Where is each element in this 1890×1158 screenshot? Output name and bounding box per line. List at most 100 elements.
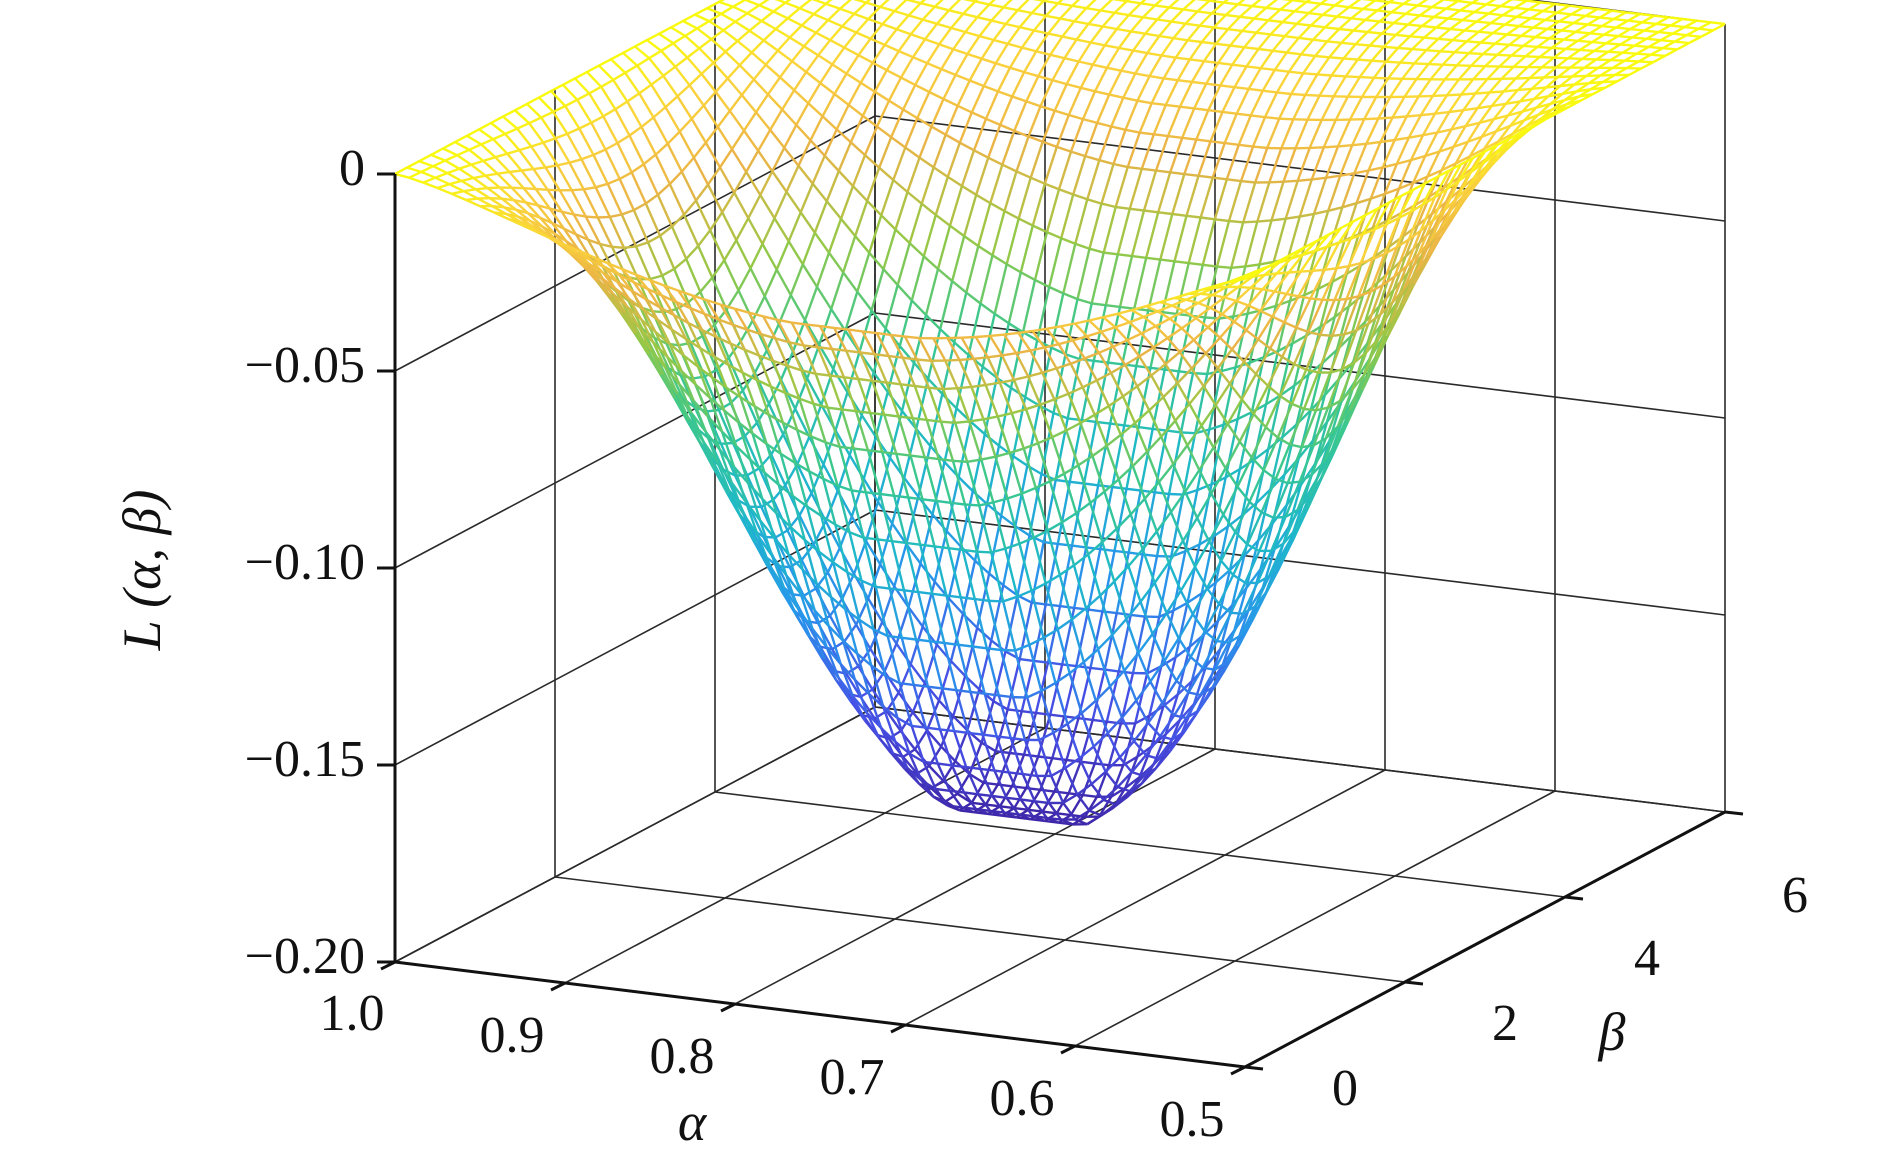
surface-mesh-line <box>1599 16 1614 21</box>
surface-mesh-line <box>569 158 582 164</box>
surface-mesh-line <box>697 245 714 279</box>
surface-mesh-line <box>1298 36 1314 41</box>
surface-mesh-line <box>1142 170 1158 211</box>
surface-mesh-line <box>1408 134 1424 139</box>
surface-mesh-line <box>468 148 485 162</box>
surface-mesh-line <box>938 27 953 46</box>
surface-mesh-line <box>1018 813 1033 818</box>
surface-mesh-line <box>1193 540 1211 568</box>
surface-mesh-line <box>831 46 846 66</box>
surface-mesh-line <box>1237 275 1254 288</box>
surface-mesh-line <box>1475 91 1490 95</box>
surface-mesh-line <box>1002 0 1013 9</box>
surface-mesh-line <box>801 369 816 375</box>
surface-mesh-line <box>1110 97 1125 127</box>
surface-mesh-line <box>1256 265 1270 274</box>
surface-mesh-line <box>1254 347 1272 375</box>
surface-mesh-line <box>984 90 1000 120</box>
surface-mesh-line <box>969 691 984 735</box>
surface-mesh-line <box>533 166 546 171</box>
surface-mesh-line <box>1079 64 1094 89</box>
surface-mesh-line <box>1019 798 1034 817</box>
surface-mesh-line <box>1187 217 1202 264</box>
surface-mesh-line <box>776 565 793 595</box>
surface-mesh-line <box>1100 326 1116 334</box>
surface-mesh-line <box>787 240 804 265</box>
surface-mesh-line <box>1237 411 1253 421</box>
surface-mesh-line <box>658 32 674 45</box>
surface-mesh-line <box>1459 1 1473 12</box>
surface-mesh-line <box>1068 113 1084 121</box>
surface-mesh-line <box>893 543 908 587</box>
surface-mesh-line <box>1546 20 1560 31</box>
surface-mesh-line <box>1448 93 1463 113</box>
surface-mesh-line <box>994 312 1010 325</box>
surface-mesh-line <box>1314 40 1329 57</box>
surface-mesh-line <box>1222 486 1239 516</box>
surface-mesh-line <box>1118 30 1132 49</box>
surface-mesh-line <box>1008 771 1023 776</box>
surface-mesh-line <box>677 289 693 297</box>
surface-mesh-line <box>1219 336 1233 351</box>
surface-mesh-line <box>1232 266 1247 317</box>
surface-mesh-line <box>1165 590 1182 614</box>
surface-mesh-line <box>1586 74 1601 78</box>
surface-mesh-line <box>1193 83 1208 109</box>
surface-mesh-line <box>1043 346 1058 369</box>
surface-mesh-line <box>982 418 997 458</box>
surface-mesh-line <box>1524 45 1539 58</box>
surface-mesh-line <box>1261 272 1278 291</box>
surface-mesh-line <box>1223 296 1237 303</box>
surface-mesh-line <box>1483 140 1499 151</box>
surface-mesh-line <box>969 79 985 88</box>
surface-mesh-line <box>745 171 762 196</box>
surface-mesh-line <box>610 51 624 61</box>
surface-mesh-line <box>1114 11 1129 17</box>
surface-mesh-line <box>461 176 474 183</box>
surface-mesh-line <box>980 741 997 753</box>
surface-mesh-line <box>954 53 969 76</box>
surface-mesh-line <box>698 38 713 50</box>
surface-mesh-line <box>1131 309 1145 318</box>
surface-mesh-line <box>1244 271 1258 281</box>
surface-mesh-line <box>1154 4 1170 9</box>
surface-mesh-line <box>886 381 901 386</box>
surface-mesh-line <box>987 805 1001 815</box>
surface-mesh-line <box>806 377 823 406</box>
surface-mesh-line <box>833 93 850 106</box>
surface-mesh-line <box>1067 761 1082 794</box>
surface-mesh-line <box>1272 49 1287 54</box>
surface-mesh-line <box>1278 363 1296 397</box>
surface-mesh-line <box>761 217 776 245</box>
surface-mesh-line <box>434 176 450 186</box>
surface-mesh-line <box>1506 33 1522 37</box>
surface-mesh-line <box>983 84 999 93</box>
surface-mesh-line <box>677 289 692 309</box>
surface-mesh-line <box>1324 26 1340 31</box>
surface-mesh-line <box>1397 35 1411 49</box>
surface-mesh-line <box>1091 455 1106 492</box>
surface-mesh-line <box>903 477 920 498</box>
surface-mesh-line <box>1081 90 1097 120</box>
surface-mesh-line <box>1478 30 1493 35</box>
surface-mesh-line <box>1101 528 1118 544</box>
surface-mesh-line <box>1402 0 1412 5</box>
surface-mesh-line <box>862 330 877 335</box>
surface-mesh-line <box>1018 329 1033 335</box>
surface-mesh-line <box>1369 253 1386 293</box>
surface-mesh-line <box>1361 208 1379 235</box>
y-tick-label: 0 <box>1332 1060 1358 1117</box>
surface-mesh-line <box>1281 327 1298 358</box>
surface-mesh-line <box>1170 491 1187 513</box>
surface-mesh-line <box>695 183 709 202</box>
surface-mesh-line <box>1311 246 1328 272</box>
surface-mesh-line <box>1145 300 1161 308</box>
surface-mesh-line <box>1580 93 1594 102</box>
surface-mesh-line <box>748 29 765 42</box>
surface-mesh-line <box>1131 465 1146 500</box>
surface-mesh-line <box>986 647 1002 652</box>
surface-mesh-line <box>1057 151 1073 190</box>
surface-mesh-line <box>1290 72 1305 95</box>
surface-mesh-line <box>978 688 995 703</box>
surface-mesh-line <box>1483 130 1497 150</box>
